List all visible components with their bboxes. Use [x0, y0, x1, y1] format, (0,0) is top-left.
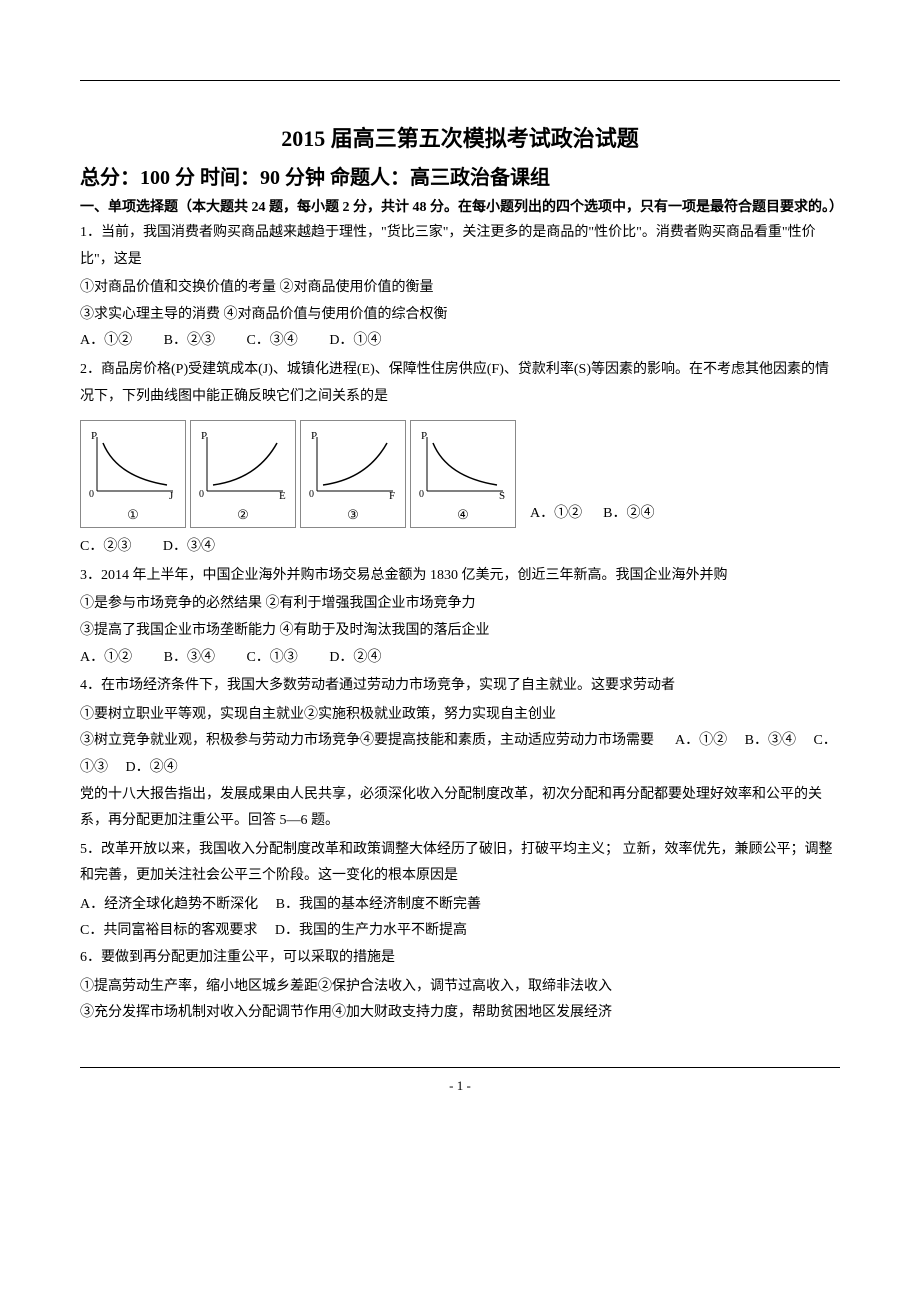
svg-text:P: P — [201, 430, 207, 442]
svg-text:S: S — [499, 490, 505, 502]
q1-opt-c: C．③④ — [246, 333, 297, 348]
q5-opt-d: D．我国的生产力水平不断提高 — [275, 923, 467, 938]
svg-text:P: P — [91, 430, 97, 442]
chart-4: P 0 S ④ — [410, 420, 516, 528]
q2-opt-c: C．②③ — [80, 539, 131, 554]
q4-opt-a: A．①② — [675, 733, 727, 748]
svg-text:P: P — [311, 430, 317, 442]
chart-4-svg: P 0 S — [415, 429, 511, 505]
exam-subtitle: 总分：100 分 时间：90 分钟 命题人：高三政治备课组 — [80, 161, 840, 190]
section-1-header: 一、单项选择题（本大题共 24 题，每小题 2 分，共计 48 分。在每小题列出… — [80, 196, 840, 216]
q3-opt-b: B．③④ — [164, 650, 215, 665]
q4-text: 4．在市场经济条件下，我国大多数劳动者通过劳动力市场竞争，实现了自主就业。这要求… — [80, 673, 840, 700]
q3-items-2: ③提高了我国企业市场垄断能力 ④有助于及时淘汰我国的落后企业 — [80, 618, 840, 645]
chart-3-num: ③ — [305, 507, 401, 523]
q1-text: 1．当前，我国消费者购买商品越来越趋于理性，"货比三家"，关注更多的是商品的"性… — [80, 220, 840, 273]
q5-options-row2: C．共同富裕目标的客观要求 D．我国的生产力水平不断提高 — [80, 918, 840, 945]
q3-options: A．①② B．③④ C．①③ D．②④ — [80, 645, 840, 672]
q5-opt-a: A．经济全球化趋势不断深化 — [80, 897, 258, 912]
q1-items-2: ③求实心理主导的消费 ④对商品价值与使用价值的综合权衡 — [80, 302, 840, 329]
svg-text:P: P — [421, 430, 427, 442]
q4-opt-d: D．②④ — [126, 760, 178, 775]
q4-items-2: ③树立竞争就业观，积极参与劳动力市场竞争④要提高技能和素质，主动适应劳动力市场需… — [80, 733, 654, 748]
q2-options-cd: C．②③ D．③④ — [80, 534, 840, 561]
top-rule — [80, 80, 840, 81]
q1-opt-b: B．②③ — [164, 333, 215, 348]
q1-items-1: ①对商品价值和交换价值的考量 ②对商品使用价值的衡量 — [80, 275, 840, 302]
q1-opt-d: D．①④ — [329, 333, 381, 348]
q5-opt-c: C．共同富裕目标的客观要求 — [80, 923, 257, 938]
chart-3-svg: P 0 F — [305, 429, 401, 505]
svg-text:0: 0 — [199, 489, 204, 500]
q4-opt-b: B．③④ — [745, 733, 796, 748]
svg-text:J: J — [169, 490, 174, 502]
q1-options: A．①② B．②③ C．③④ D．①④ — [80, 328, 840, 355]
q2-opt-d: D．③④ — [163, 539, 215, 554]
svg-text:F: F — [389, 490, 395, 502]
q2-text: 2．商品房价格(P)受建筑成本(J)、城镇化进程(E)、保障性住房供应(F)、贷… — [80, 357, 840, 410]
svg-text:0: 0 — [309, 489, 314, 500]
chart-2-num: ② — [195, 507, 291, 523]
q4-items-1: ①要树立职业平等观，实现自主就业②实施积极就业政策，努力实现自主创业 — [80, 702, 840, 729]
chart-3: P 0 F ③ — [300, 420, 406, 528]
q6-text: 6．要做到再分配更加注重公平，可以采取的措施是 — [80, 945, 840, 972]
q3-text: 3．2014 年上半年，中国企业海外并购市场交易总金额为 1830 亿美元，创近… — [80, 563, 840, 590]
svg-text:E: E — [279, 490, 286, 502]
q3-opt-d: D．②④ — [329, 650, 381, 665]
chart-2: P 0 E ② — [190, 420, 296, 528]
svg-text:0: 0 — [419, 489, 424, 500]
chart-1-num: ① — [85, 507, 181, 523]
chart-1-svg: P 0 J — [85, 429, 181, 505]
exam-title: 2015 届高三第五次模拟考试政治试题 — [80, 121, 840, 153]
q5-options-row1: A．经济全球化趋势不断深化 B．我国的基本经济制度不断完善 — [80, 892, 840, 919]
q4-items-row: ③树立竞争就业观，积极参与劳动力市场竞争④要提高技能和素质，主动适应劳动力市场需… — [80, 728, 840, 781]
q5-text: 5．改革开放以来，我国收入分配制度改革和政策调整大体经历了破旧，打破平均主义； … — [80, 837, 840, 890]
q2-opt-b: B．②④ — [603, 506, 654, 521]
chart-1: P 0 J ① — [80, 420, 186, 528]
bottom-rule — [80, 1067, 840, 1068]
q6-items-1: ①提高劳动生产率，缩小地区城乡差距②保护合法收入，调节过高收入，取缔非法收入 — [80, 974, 840, 1001]
q1-opt-a: A．①② — [80, 333, 132, 348]
page-number: - 1 - — [80, 1078, 840, 1094]
chart-4-num: ④ — [415, 507, 511, 523]
svg-text:0: 0 — [89, 489, 94, 500]
q3-opt-a: A．①② — [80, 650, 132, 665]
q6-items-2: ③充分发挥市场机制对收入分配调节作用④加大财政支持力度，帮助贫困地区发展经济 — [80, 1000, 840, 1027]
context-5-6: 党的十八大报告指出，发展成果由人民共享，必须深化收入分配制度改革，初次分配和再分… — [80, 782, 840, 835]
q5-opt-b: B．我国的基本经济制度不断完善 — [276, 897, 481, 912]
q3-opt-c: C．①③ — [246, 650, 297, 665]
q3-items-1: ①是参与市场竞争的必然结果 ②有利于增强我国企业市场竞争力 — [80, 591, 840, 618]
q2-opt-a: A．①② — [530, 506, 582, 521]
q2-options-ab: A．①② B．②④ — [520, 502, 654, 528]
q2-charts: P 0 J ① P 0 E ② P 0 F ③ — [80, 420, 840, 528]
chart-2-svg: P 0 E — [195, 429, 291, 505]
